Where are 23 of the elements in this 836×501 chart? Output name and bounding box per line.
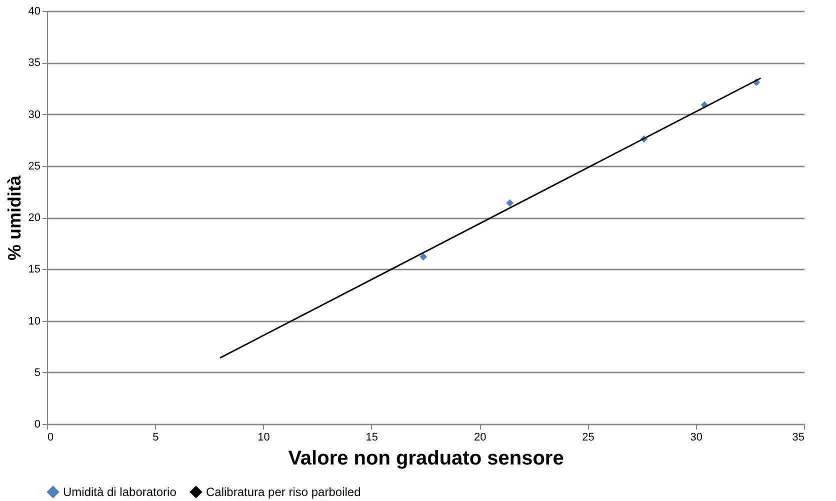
y-tick-label: 35 [28,57,40,70]
y-tick-label: 10 [28,315,40,328]
x-tick-label: 0 [48,432,54,444]
x-tick-label: 20 [474,432,486,444]
y-tick-label: 40 [28,6,40,18]
x-tick-label: 10 [258,432,270,444]
y-tick-label: 30 [28,108,40,121]
point [506,199,514,207]
y-axis-title: % umidità [4,174,24,261]
y-tick-label: 25 [28,160,40,172]
y-tick-label: 20 [28,212,40,224]
legend-label: Umidità di laboratorio [63,485,177,499]
x-tick-label: 35 [792,432,804,444]
x-tick-label: 25 [582,432,594,444]
y-tick-label: 15 [28,264,40,276]
x-tick-label: 30 [690,432,702,444]
point [420,253,428,260]
y-tick-label: 0 [34,418,40,430]
legend-label: Calibratura per riso parboiled [206,485,361,499]
x-tick-label: 15 [366,432,378,444]
x-axis-title: Valore non graduato sensore [288,448,564,470]
y-tick-label: 5 [34,366,40,379]
x-tick-label: 5 [152,432,159,444]
